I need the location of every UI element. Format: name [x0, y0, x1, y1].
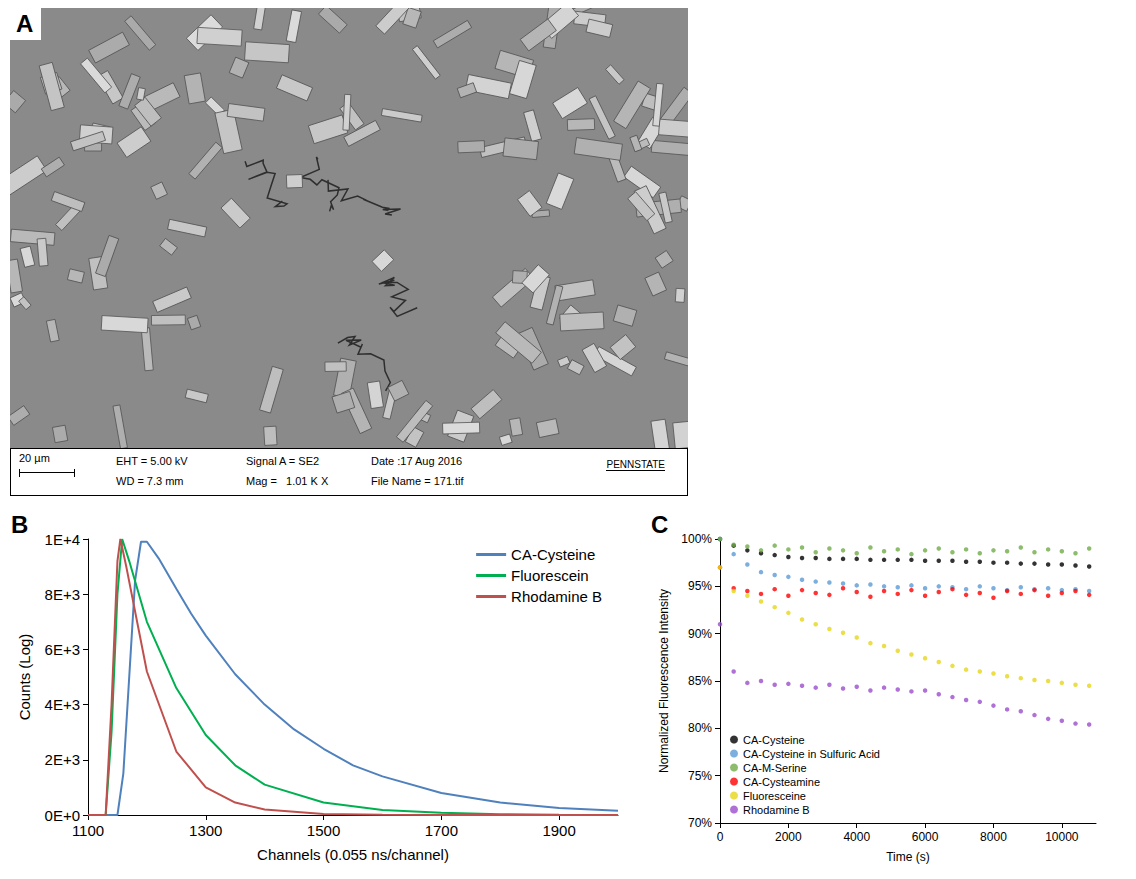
html-text:Mag = 1.01 K X: Mag = 1.01 K X	[246, 475, 329, 487]
svg-text:4000: 4000	[843, 830, 870, 844]
svg-text:Counts (Log): Counts (Log)	[16, 634, 33, 721]
svg-text:4E+3: 4E+3	[45, 696, 80, 713]
svg-text:CA-Cysteine in Sulfuric Acid: CA-Cysteine in Sulfuric Acid	[743, 748, 880, 760]
svg-text:6E+3: 6E+3	[45, 641, 80, 658]
html-text:Date :17 Aug 2016: Date :17 Aug 2016	[371, 455, 463, 467]
html-text:PENNSTATE: PENNSTATE	[606, 459, 665, 470]
svg-text:70%: 70%	[688, 816, 712, 830]
html-text:Signal A = SE2: Signal A = SE2	[246, 455, 320, 467]
svg-text:6000: 6000	[912, 830, 939, 844]
svg-text:95%: 95%	[688, 579, 712, 593]
svg-text:CA-Cysteamine: CA-Cysteamine	[743, 776, 820, 788]
svg-text:Fluorescein: Fluorescein	[511, 567, 589, 584]
svg-text:80%: 80%	[688, 721, 712, 735]
svg-text:90%: 90%	[688, 627, 712, 641]
svg-text:CA-Cysteine: CA-Cysteine	[511, 546, 595, 563]
html-text:20 µm: 20 µm	[19, 452, 50, 464]
svg-text:8000: 8000	[980, 830, 1007, 844]
svg-text:10000: 10000	[1045, 830, 1079, 844]
svg-text:1300: 1300	[189, 822, 222, 839]
svg-text:Rhodamine B: Rhodamine B	[511, 588, 602, 605]
svg-text:2000: 2000	[775, 830, 802, 844]
svg-text:Fluoresceine: Fluoresceine	[743, 790, 806, 802]
svg-text:Channels (0.055 ns/channel): Channels (0.055 ns/channel)	[257, 846, 449, 863]
svg-text:1E+4: 1E+4	[45, 531, 80, 548]
svg-text:1500: 1500	[307, 822, 340, 839]
svg-text:0: 0	[717, 830, 724, 844]
svg-text:8E+3: 8E+3	[45, 586, 80, 603]
svg-text:1900: 1900	[542, 822, 575, 839]
svg-text:85%: 85%	[688, 674, 712, 688]
html-text:A: A	[16, 10, 34, 37]
svg-text:100%: 100%	[681, 532, 712, 546]
svg-text:1100: 1100	[72, 822, 104, 839]
svg-text:Rhodamine B: Rhodamine B	[743, 804, 810, 816]
svg-text:Time (s): Time (s)	[886, 850, 930, 864]
svg-text:75%: 75%	[688, 769, 712, 783]
html-text:WD = 7.3 mm: WD = 7.3 mm	[116, 475, 184, 487]
svg-text:0E+0: 0E+0	[45, 807, 80, 824]
svg-text:CA-M-Serine: CA-M-Serine	[743, 762, 807, 774]
html-text:EHT = 5.00 kV: EHT = 5.00 kV	[116, 455, 188, 467]
svg-text:Normalized Fluorescence Intens: Normalized Fluorescence Intensity	[657, 589, 671, 773]
html-text:File Name = 171.tif: File Name = 171.tif	[371, 475, 464, 487]
svg-text:CA-Cysteine: CA-Cysteine	[743, 734, 805, 746]
svg-text:C: C	[651, 511, 668, 538]
svg-text:B: B	[11, 511, 28, 538]
svg-text:2E+3: 2E+3	[45, 751, 80, 768]
svg-text:1700: 1700	[425, 822, 458, 839]
